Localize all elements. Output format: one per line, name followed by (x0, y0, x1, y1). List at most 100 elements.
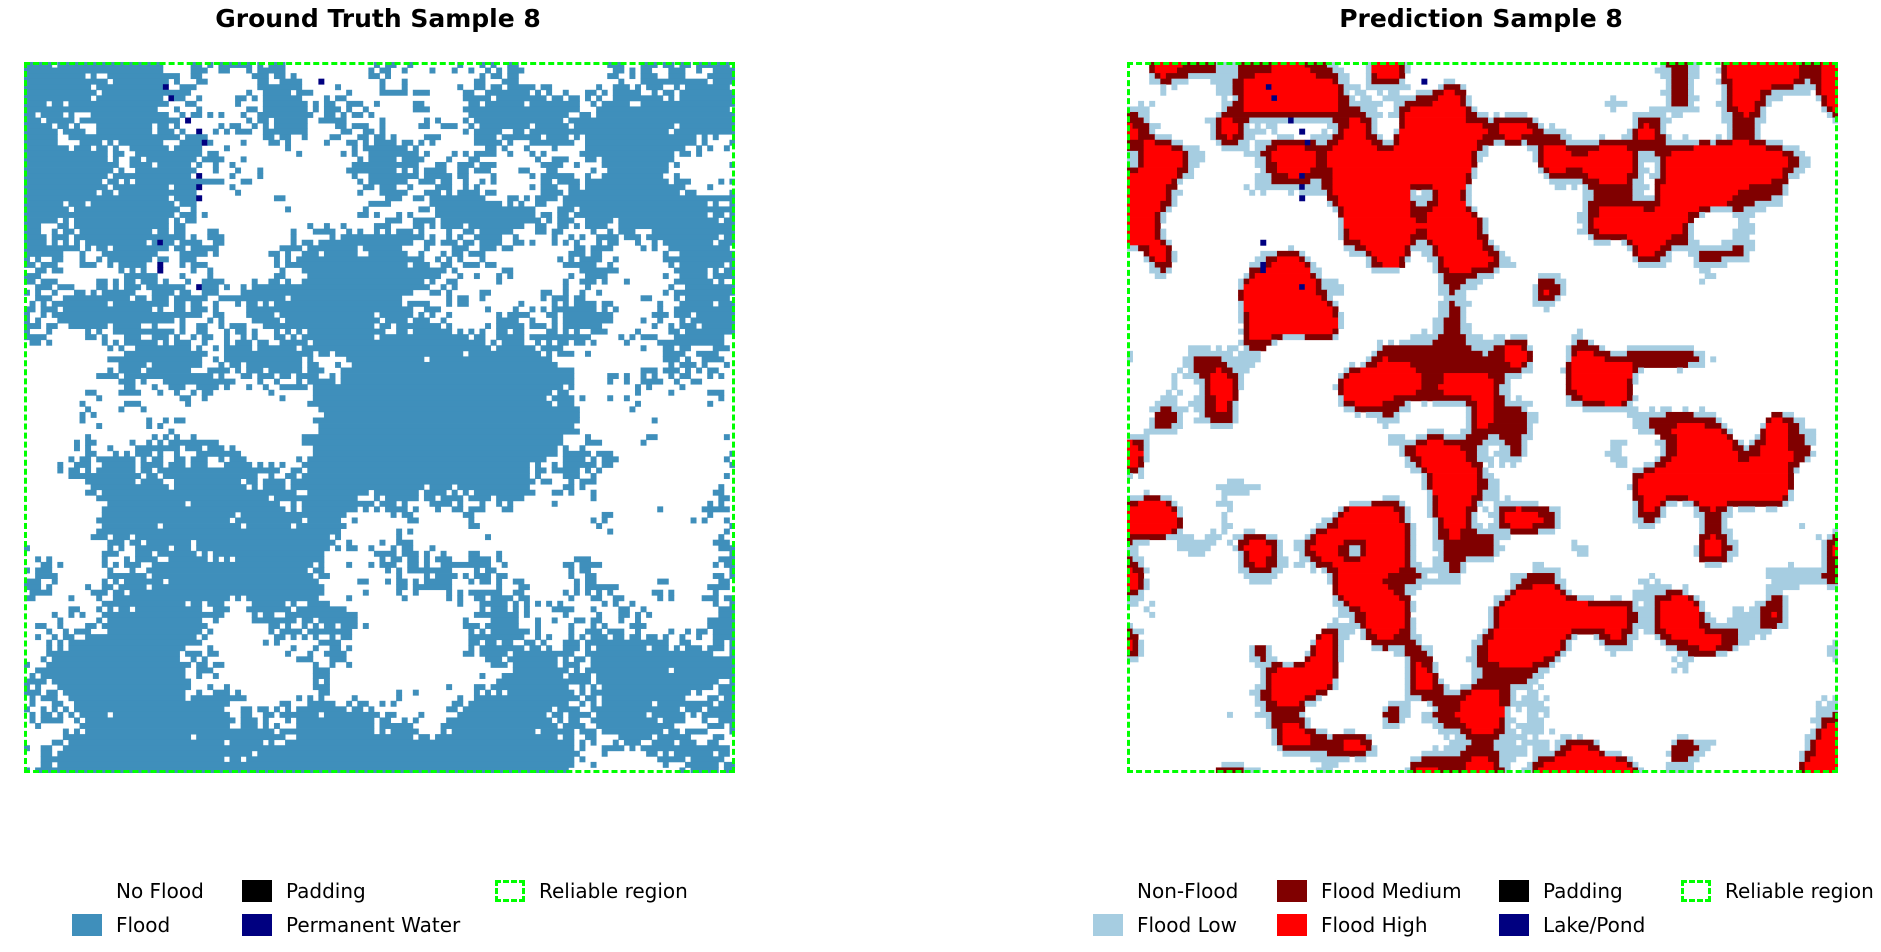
ground-truth-cell (318, 239, 414, 246)
ground-truth-cell (729, 200, 735, 207)
prediction-cell (1421, 473, 1428, 479)
prediction-cell (1510, 573, 1528, 579)
ground-truth-cell (40, 306, 58, 313)
ground-truth-cell (379, 556, 386, 563)
ground-truth-cell (223, 556, 230, 563)
ground-truth-cell (101, 550, 119, 557)
ground-truth-cell (73, 706, 225, 713)
prediction-cell (1432, 706, 1439, 713)
prediction-cell (1493, 517, 1500, 524)
ground-truth-cell (285, 328, 292, 335)
prediction-cell (1215, 406, 1228, 413)
ground-truth-cell (601, 278, 608, 285)
prediction-cell (1332, 511, 1339, 518)
prediction-cell (1143, 606, 1150, 613)
ground-truth-cell (568, 256, 575, 263)
ground-truth-cell (223, 328, 230, 335)
prediction-cell (1193, 361, 1228, 368)
ground-truth-cell (429, 289, 441, 296)
ground-truth-cell (601, 161, 669, 168)
ground-truth-cell (96, 495, 269, 502)
ground-truth-cell (668, 73, 686, 80)
prediction-cell (1221, 495, 1228, 502)
prediction-cell (1554, 584, 1561, 591)
ground-truth-cell (62, 128, 86, 135)
prediction-cell (1338, 311, 1345, 318)
ground-truth-cell (79, 261, 97, 268)
ground-truth-cell (279, 461, 286, 468)
ground-truth-cell (540, 189, 564, 196)
prediction-cell (1660, 639, 1667, 646)
prediction-cell (1476, 528, 1511, 535)
prediction-cell (1632, 589, 1667, 596)
prediction-cell (1649, 406, 1656, 413)
prediction-cell (1243, 273, 1250, 280)
ground-truth-cell (73, 217, 169, 224)
prediction-cell (1232, 134, 1245, 141)
ground-truth-cell (257, 706, 269, 713)
ground-truth-cell (101, 461, 136, 468)
prediction-cell (1443, 278, 1467, 285)
prediction-cell (1249, 189, 1256, 196)
prediction-cell (1354, 406, 1400, 413)
prediction-cell (1665, 645, 1678, 652)
ground-truth-cell (24, 84, 92, 91)
ground-truth-cell (340, 128, 353, 135)
ground-truth-cell (212, 167, 219, 174)
ground-truth-cell (468, 495, 491, 502)
prediction-cell (1660, 195, 1733, 202)
ground-truth-cell (212, 673, 219, 679)
ground-truth-cell (262, 478, 286, 485)
prediction-cell (1460, 323, 1472, 330)
ground-truth-cell (146, 417, 153, 424)
prediction-cell (1338, 100, 1350, 107)
ground-truth-cell (729, 573, 735, 579)
prediction-cell (1365, 245, 1406, 252)
prediction-cell (1660, 89, 1672, 96)
ground-truth-cell (240, 706, 253, 713)
ground-truth-cell (368, 250, 408, 257)
prediction-cell (1826, 545, 1833, 552)
flood-medium-swatch (1277, 880, 1307, 902)
prediction-cell (1693, 545, 1700, 552)
prediction-cell (1688, 78, 1694, 85)
ground-truth-cell (501, 245, 514, 252)
prediction-cell (1549, 167, 1567, 174)
prediction-cell (1238, 339, 1245, 346)
ground-truth-cell (146, 156, 197, 163)
ground-truth-cell (423, 573, 430, 579)
ground-truth-cell (257, 117, 269, 124)
prediction-cell (1704, 561, 1722, 568)
ground-truth-cell (490, 173, 497, 180)
ground-truth-cell (312, 673, 330, 679)
prediction-cell (1771, 417, 1783, 424)
ground-truth-cell (273, 117, 308, 124)
ground-truth-cell (318, 561, 325, 568)
prediction-cell (1465, 178, 1472, 185)
prediction-cell (1532, 523, 1556, 529)
ground-truth-cell (479, 245, 497, 252)
prediction-cell (1476, 661, 1500, 668)
ground-truth-cell (457, 695, 464, 702)
ground-truth-cell (79, 417, 86, 424)
prediction-cell (1232, 100, 1245, 107)
ground-truth-cell (157, 256, 169, 263)
ground-truth-cell (90, 589, 108, 596)
prediction-cell (1221, 111, 1367, 118)
ground-truth-cell (312, 384, 564, 391)
ground-truth-cell (46, 117, 75, 124)
prediction-cell (1415, 450, 1467, 457)
prediction-cell (1493, 539, 1500, 546)
ground-truth-cell (85, 450, 97, 457)
prediction-cell (1488, 650, 1556, 657)
prediction-cell (1310, 639, 1317, 646)
ground-truth-cell (590, 739, 597, 746)
prediction-cell (1226, 106, 1245, 113)
ground-truth-cell (235, 328, 247, 335)
prediction-cell (1454, 734, 1467, 741)
ground-truth-cell (579, 739, 586, 746)
prediction-cell (1432, 511, 1439, 518)
prediction-cell (1565, 139, 1600, 146)
ground-truth-cell (262, 95, 303, 102)
ground-truth-cell (673, 645, 680, 652)
